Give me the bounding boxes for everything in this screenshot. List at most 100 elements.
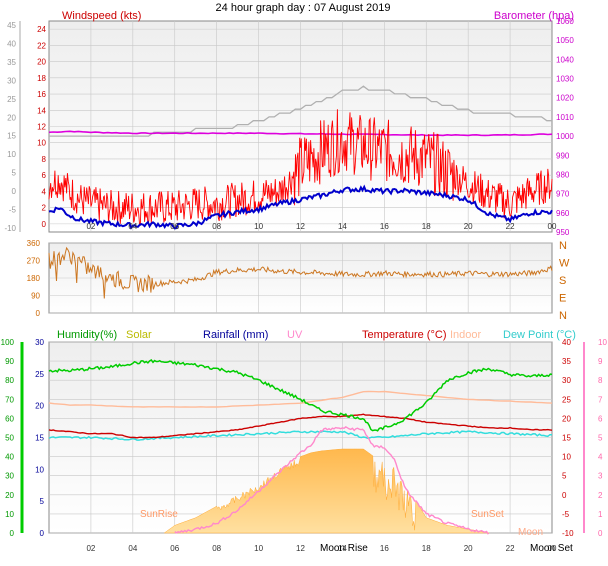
kts-outer-tick-label: 0 (12, 187, 17, 196)
gray-trace-line (49, 85, 552, 137)
kts-tick-label: 20 (37, 58, 46, 67)
direction-tick-label: 0 (36, 309, 41, 318)
x-tick-label: 02 (86, 544, 95, 553)
hpa-tick-label: 1000 (556, 132, 574, 141)
kts-outer-tick-label: 35 (7, 58, 16, 67)
kts-tick-label: 6 (42, 171, 47, 180)
indoor-line (48, 390, 553, 408)
compass-label: N (559, 310, 567, 322)
direction-line (48, 246, 553, 299)
x-tick-label: 18 (422, 222, 431, 231)
temp-tick-label: -10 (562, 529, 574, 538)
hpa-tick-label: 1060 (556, 17, 574, 26)
uv-tick-label: 4 (598, 453, 603, 462)
x-tick-label: 10 (254, 544, 263, 553)
kts-tick-label: 16 (37, 90, 46, 99)
rainfall-label: Rainfall (mm) (203, 329, 268, 341)
x-tick-label: 14 (338, 544, 347, 553)
direction-tick-label: 180 (27, 274, 41, 283)
kts-tick-label: 8 (42, 155, 47, 164)
x-tick-label: 06 (170, 544, 179, 553)
humidity-tick-label: 70 (5, 395, 14, 404)
uv-tick-label: 9 (598, 357, 603, 366)
compass-label: S (559, 275, 566, 287)
x-tick-label: 12 (296, 544, 305, 553)
temp-tick-label: 0 (562, 491, 567, 500)
hpa-tick-label: 980 (556, 170, 570, 179)
x-tick-label: 16 (380, 222, 389, 231)
windavg-line (48, 184, 553, 230)
temp-tick-label: 35 (562, 357, 571, 366)
temperature-line (48, 413, 553, 439)
x-tick-label: 10 (254, 222, 263, 231)
solar-label: Solar (126, 329, 152, 341)
x-tick-label: 12 (296, 222, 305, 231)
sunset-label: SunSet (471, 509, 504, 520)
barometer-line (48, 130, 553, 137)
windspeed-label: Windspeed (kts) (62, 10, 141, 22)
temp-tick-label: 40 (562, 338, 571, 347)
humidity-tick-label: 30 (5, 472, 14, 481)
moon-rise-label: Moon Rise (320, 543, 368, 554)
x-tick-label: 18 (422, 544, 431, 553)
humidity-line (48, 359, 553, 432)
kts-tick-label: 2 (42, 204, 47, 213)
hpa-tick-label: 960 (556, 209, 570, 218)
kts-tick-label: 12 (37, 123, 46, 132)
rain-tick-label: 10 (35, 465, 44, 474)
rain-tick-label: 20 (35, 402, 44, 411)
kts-tick-label: 10 (37, 139, 46, 148)
temp-tick-label: 5 (562, 472, 567, 481)
kts-tick-label: 14 (37, 106, 46, 115)
kts-outer-tick-label: 45 (7, 21, 16, 30)
humidity-tick-label: 100 (1, 338, 15, 347)
x-tick-label: 20 (464, 222, 473, 231)
page-title: 24 hour graph day : 07 August 2019 (216, 2, 391, 14)
compass-label: W (559, 258, 570, 270)
kts-outer-tick-label: 10 (7, 150, 16, 159)
humidity-tick-label: 20 (5, 491, 14, 500)
uv-tick-label: 8 (598, 376, 603, 385)
x-tick-label: 16 (380, 544, 389, 553)
temp-tick-label: 25 (562, 395, 571, 404)
moon-right-label: Moon (518, 527, 543, 538)
uv-tick-label: 2 (598, 491, 603, 500)
indoor-label: Indoor (450, 329, 482, 341)
kts-outer-tick-label: -5 (9, 206, 17, 215)
hpa-tick-label: 970 (556, 190, 570, 199)
direction-tick-label: 270 (27, 257, 41, 266)
hpa-tick-label: 1010 (556, 113, 574, 122)
x-tick-label: 00 (548, 544, 557, 553)
kts-tick-label: 0 (42, 220, 47, 229)
kts-tick-label: 4 (42, 187, 47, 196)
x-tick-label: 02 (86, 222, 95, 231)
temp-tick-label: 30 (562, 376, 571, 385)
humidity-tick-label: 50 (5, 434, 14, 443)
hpa-tick-label: 1020 (556, 94, 574, 103)
moon-set-label: Moon Set (530, 543, 573, 554)
humidity-tick-label: 80 (5, 376, 14, 385)
x-tick-label: 22 (506, 222, 515, 231)
temp-tick-label: 10 (562, 453, 571, 462)
rain-tick-label: 0 (40, 529, 45, 538)
uv-line (174, 426, 489, 535)
rain-tick-label: 5 (40, 497, 45, 506)
temp-tick-label: 20 (562, 414, 571, 423)
x-tick-label: 14 (338, 222, 347, 231)
humidity-tick-label: 10 (5, 510, 14, 519)
x-tick-label: 06 (170, 222, 179, 231)
direction-tick-label: 360 (27, 239, 41, 248)
kts-outer-tick-label: 30 (7, 76, 16, 85)
uv-tick-label: 5 (598, 434, 603, 443)
x-tick-label: 04 (128, 222, 137, 231)
humidity-label: Humidity (57, 329, 100, 341)
axis-labels: 242220181614121086420454035302520151050-… (1, 17, 608, 553)
hpa-tick-label: 1050 (556, 36, 574, 45)
direction-tick-label: 90 (31, 292, 40, 301)
humidity-tick-label: 90 (5, 357, 14, 366)
hpa-tick-label: 1040 (556, 55, 574, 64)
rain-tick-label: 15 (35, 434, 44, 443)
dewpoint-label: Dew Point (°C) (503, 329, 576, 341)
